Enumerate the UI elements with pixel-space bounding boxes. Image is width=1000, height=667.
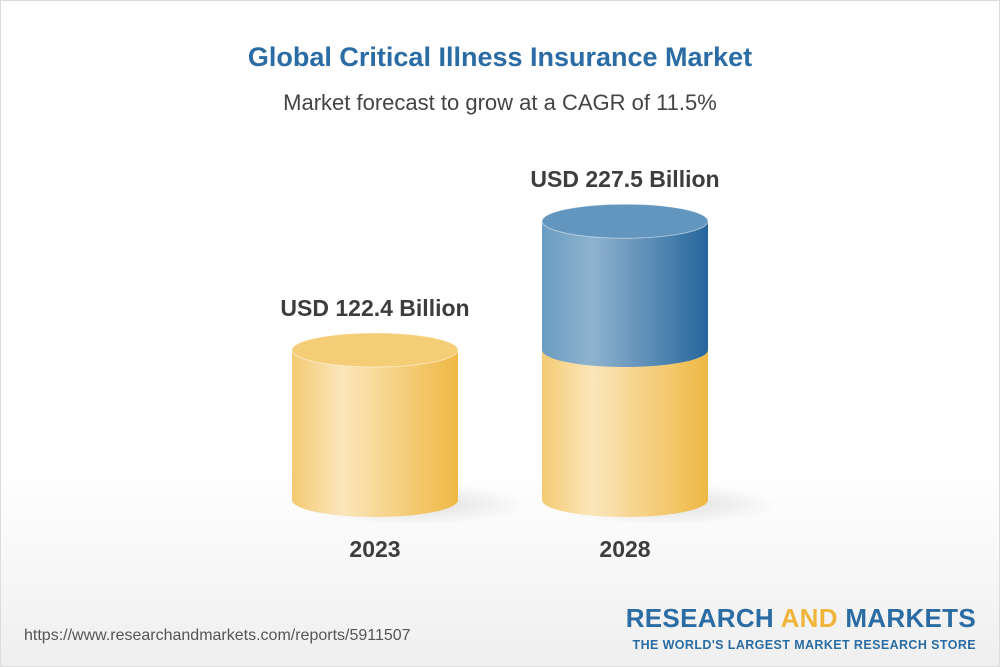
bar-top — [291, 332, 459, 368]
logo-text-and: AND — [780, 603, 838, 633]
category-label: 2028 — [599, 536, 650, 562]
category-label: 2023 — [349, 536, 400, 562]
chart-subtitle: Market forecast to grow at a CAGR of 11.… — [283, 90, 717, 115]
chart-title: Global Critical Illness Insurance Market — [247, 42, 753, 72]
data-label: USD 122.4 Billion — [280, 295, 469, 321]
bar-growth-segment — [542, 221, 708, 367]
bar-top — [541, 203, 709, 239]
data-label: USD 227.5 Billion — [530, 166, 719, 192]
logo-text-research: RESEARCH — [625, 603, 781, 633]
brand-logo: RESEARCH AND MARKETS — [600, 603, 976, 633]
source-url[interactable]: https://www.researchandmarkets.com/repor… — [24, 627, 411, 644]
bar-base-segment — [292, 350, 458, 517]
brand-tagline: THE WORLD'S LARGEST MARKET RESEARCH STOR… — [632, 638, 976, 652]
bar-base-segment — [542, 350, 708, 517]
logo-text-markets: MARKETS — [837, 603, 976, 633]
